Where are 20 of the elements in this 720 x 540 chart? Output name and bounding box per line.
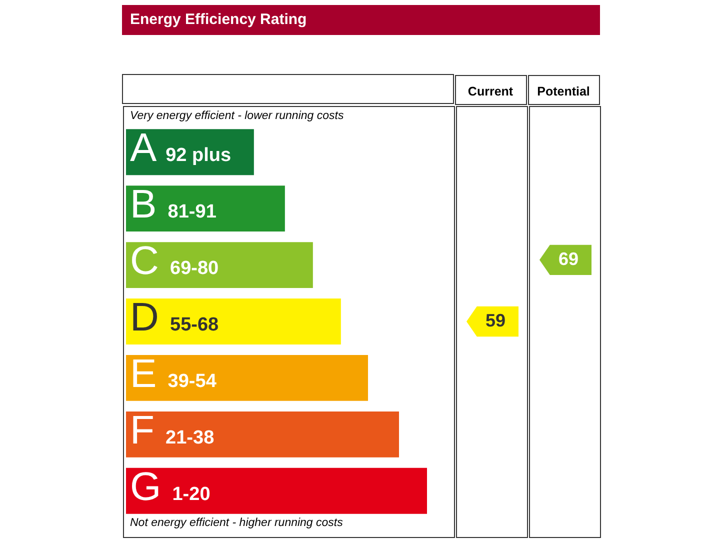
annotation: Very energy efficient - lower running costs	[130, 110, 344, 122]
y-tick-label: G 1-20	[130, 464, 210, 509]
y-tick-label: A 92 plus	[130, 126, 232, 170]
bar	[126, 468, 427, 514]
bar	[126, 298, 341, 344]
bar	[126, 354, 368, 401]
annotation: Not energy efficient - higher running costs	[130, 517, 344, 529]
bar	[126, 242, 313, 288]
y-tick-label: C 69-80	[130, 239, 219, 284]
chart-title: Energy Efficiency Rating	[122, 5, 600, 35]
text: Potential	[537, 84, 590, 98]
text: Current	[468, 84, 514, 98]
text: 69	[558, 248, 579, 269]
bar	[126, 186, 285, 232]
text: 59	[485, 310, 506, 330]
bar	[126, 411, 400, 458]
y-tick-label: F 21-38	[130, 408, 214, 452]
y-tick-label: E 39-54	[130, 352, 217, 396]
y-tick-label: D 55-68	[130, 296, 219, 340]
y-tick-label: B 81-91	[130, 182, 217, 227]
